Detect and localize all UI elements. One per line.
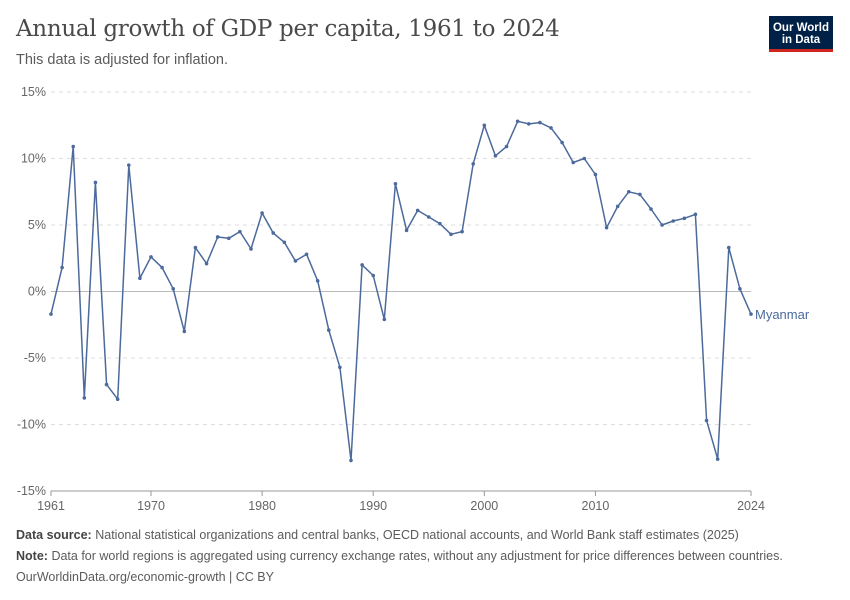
data-point xyxy=(293,259,298,263)
y-tick-label: -15% xyxy=(17,484,46,498)
y-tick-label: 10% xyxy=(21,152,46,166)
note: Note: Data for world regions is aggregat… xyxy=(16,549,783,563)
data-point xyxy=(171,287,176,291)
data-source-text: National statistical organizations and c… xyxy=(95,528,739,542)
y-tick-label: 15% xyxy=(21,85,46,99)
x-tick-label: 1990 xyxy=(359,499,387,513)
data-point xyxy=(393,181,398,186)
line-chart: 15% 10% 5% 0% -5% -10% -15% 1961 1970 1980 1990 20… xyxy=(17,85,810,513)
x-tick-label: 2024 xyxy=(737,499,765,513)
data-point xyxy=(649,207,653,211)
data-point xyxy=(538,120,542,125)
y-tick-label: -5% xyxy=(24,351,46,365)
data-point xyxy=(249,247,253,251)
x-tick-label: 2010 xyxy=(582,499,610,513)
data-point xyxy=(749,312,753,316)
data-point xyxy=(715,457,720,461)
y-tick-label: -10% xyxy=(17,418,46,432)
logo-line2: in Data xyxy=(781,33,821,46)
data-point xyxy=(304,252,309,257)
data-point xyxy=(315,279,320,283)
data-point xyxy=(526,122,531,126)
data-point xyxy=(482,123,487,128)
data-point xyxy=(660,223,664,227)
x-tick-label: 1961 xyxy=(37,499,65,513)
y-tick-label: 5% xyxy=(28,218,46,232)
data-point xyxy=(515,119,520,124)
data-point xyxy=(226,236,231,241)
note-label: Note: xyxy=(16,549,48,563)
data-point xyxy=(82,396,87,400)
data-point xyxy=(271,231,276,235)
data-point xyxy=(71,144,76,149)
grid-lines xyxy=(51,91,751,492)
x-tick-label: 2000 xyxy=(470,499,498,513)
data-point xyxy=(604,225,609,230)
data-point xyxy=(49,312,53,316)
data-point xyxy=(460,229,464,234)
data-point xyxy=(571,160,576,165)
data-point xyxy=(682,216,687,221)
data-point xyxy=(493,154,498,158)
data-point xyxy=(638,192,642,197)
data-point xyxy=(549,126,553,130)
data-point xyxy=(449,232,453,237)
y-axis-ticks: 15% 10% 5% 0% -5% -10% -15% xyxy=(17,85,46,498)
data-point xyxy=(282,240,287,245)
data-point xyxy=(426,215,431,219)
data-point xyxy=(326,328,331,332)
data-point xyxy=(338,365,342,370)
data-point xyxy=(560,140,564,145)
data-point xyxy=(215,235,220,239)
chart-subtitle: This data is adjusted for inflation. xyxy=(16,52,228,68)
owid-logo[interactable]: Our World in Data xyxy=(769,16,833,52)
chart-title: Annual growth of GDP per capita, 1961 to… xyxy=(16,16,560,42)
note-text: Data for world regions is aggregated usi… xyxy=(51,549,783,563)
data-point xyxy=(626,189,631,194)
data-point xyxy=(138,276,142,281)
data-point xyxy=(726,245,731,250)
series-label: Myanmar xyxy=(755,307,810,322)
data-point xyxy=(438,221,442,226)
data-point xyxy=(60,265,64,270)
data-point xyxy=(149,255,153,259)
data-point xyxy=(471,162,476,166)
data-point xyxy=(404,228,409,233)
x-tick-label: 1970 xyxy=(137,499,165,513)
data-point xyxy=(504,144,509,149)
data-point xyxy=(671,219,676,223)
data-point xyxy=(104,382,109,387)
data-source: Data source: National statistical organi… xyxy=(16,528,739,542)
data-point xyxy=(415,208,420,213)
data-point xyxy=(360,263,364,267)
data-point xyxy=(115,397,120,402)
series-line xyxy=(50,120,752,462)
data-point xyxy=(593,172,598,177)
data-point xyxy=(182,329,187,334)
data-point xyxy=(615,204,620,209)
data-point xyxy=(704,418,709,423)
data-point xyxy=(382,317,387,322)
data-point xyxy=(738,287,742,291)
credit-link[interactable]: OurWorldinData.org/economic-growth | CC … xyxy=(16,570,274,584)
data-point xyxy=(126,163,131,167)
data-point xyxy=(582,156,587,161)
x-tick-label: 1980 xyxy=(248,499,276,513)
data-point xyxy=(371,273,376,278)
data-point xyxy=(238,229,242,234)
data-point xyxy=(349,458,353,463)
data-point xyxy=(260,211,264,215)
data-point xyxy=(204,261,209,266)
data-point xyxy=(160,265,164,270)
y-tick-label: 0% xyxy=(28,285,46,299)
data-source-label: Data source: xyxy=(16,528,92,542)
data-point xyxy=(193,245,198,250)
data-point xyxy=(693,212,698,217)
logo-line1: Our World xyxy=(772,21,829,34)
data-point xyxy=(93,180,98,185)
x-axis-ticks: 1961 1970 1980 1990 2000 2010 2024 xyxy=(37,490,765,513)
series-myanmar: Myanmar xyxy=(49,119,810,463)
